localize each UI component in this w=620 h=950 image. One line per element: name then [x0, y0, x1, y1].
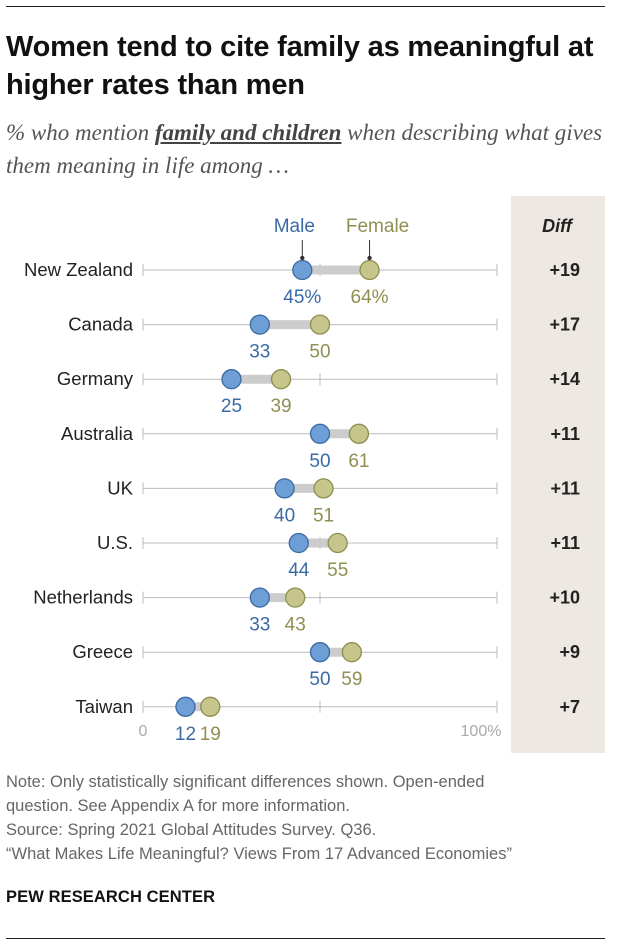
diff-value: +11 — [550, 533, 580, 553]
country-label: New Zealand — [24, 259, 133, 280]
x-tick-label-100: 100% — [461, 723, 502, 740]
diff-value: +9 — [559, 642, 580, 662]
male-dot — [288, 532, 309, 554]
male-dot — [175, 696, 196, 717]
male-value-label: 50 — [309, 451, 330, 472]
female-value-label: 51 — [313, 505, 334, 526]
country-label: Greece — [72, 641, 133, 662]
legend-female-pointer-dot — [367, 255, 372, 261]
country-label: Netherlands — [33, 587, 133, 608]
note-line-1: Note: Only statistically significant dif… — [6, 773, 485, 791]
male-value-label: 33 — [249, 342, 270, 363]
pew-research-center-logo: PEW RESEARCH CENTER — [6, 888, 216, 906]
female-value-label: 64% — [351, 287, 389, 308]
legend-male: Male — [274, 216, 315, 237]
diff-value: +10 — [549, 588, 580, 608]
female-dot — [327, 532, 348, 554]
male-value-label: 33 — [249, 615, 270, 636]
female-dot — [341, 642, 363, 663]
male-dot — [221, 369, 242, 390]
male-dot — [249, 314, 270, 335]
female-value-label: 43 — [285, 615, 306, 636]
male-value-label: 50 — [309, 669, 330, 690]
male-value-label: 44 — [288, 560, 310, 581]
female-dot — [285, 587, 306, 608]
male-value-label: 12 — [175, 724, 196, 745]
diff-column-background — [511, 196, 605, 753]
female-dot — [200, 696, 221, 717]
male-value-label: 25 — [221, 396, 242, 417]
diff-value: +7 — [559, 697, 580, 717]
x-tick-label-0: 0 — [139, 723, 148, 740]
legend-female: Female — [346, 216, 409, 237]
bottom-rule — [6, 938, 605, 939]
country-label: Australia — [61, 423, 134, 444]
female-dot — [359, 259, 380, 281]
country-label: Canada — [68, 314, 134, 335]
female-dot — [348, 423, 370, 444]
female-value-label: 19 — [200, 724, 221, 745]
subtitle-suffix: when describing what gives them meaning … — [6, 120, 603, 178]
notes: Note: Only statistically significant dif… — [6, 770, 611, 866]
dot-plot-chart: Diff 45% 64% New Zealand +19 33 50 Canada +17 25 3… — [24, 216, 580, 745]
diff-value: +14 — [549, 369, 580, 389]
female-value-label: 55 — [327, 560, 348, 581]
male-dot — [309, 642, 331, 663]
country-label: Germany — [57, 368, 134, 389]
male-dot — [292, 259, 313, 281]
diff-header: Diff — [542, 216, 574, 236]
source-line: Source: Spring 2021 Global Attitudes Sur… — [6, 821, 377, 839]
female-value-label: 50 — [309, 342, 330, 363]
female-dot — [309, 314, 331, 335]
female-value-label: 39 — [270, 396, 291, 417]
male-dot — [309, 423, 331, 444]
diff-value: +11 — [550, 424, 580, 444]
subtitle-prefix: % who mention — [6, 120, 155, 145]
male-value-label: 40 — [274, 505, 295, 526]
male-dot — [274, 478, 295, 499]
female-value-label: 59 — [341, 669, 362, 690]
chart-subtitle: % who mention family and children when d… — [6, 116, 611, 182]
diff-value: +19 — [549, 260, 580, 280]
diff-value: +17 — [549, 315, 580, 335]
country-label: Taiwan — [75, 696, 133, 717]
chart-title: Women tend to cite family as meaningful … — [6, 31, 594, 101]
report-title-line: “What Makes Life Meaningful? Views From … — [6, 845, 512, 863]
male-dot — [249, 587, 270, 608]
male-value-label: 45% — [283, 287, 321, 308]
female-dot — [270, 369, 292, 390]
note-line-2: question. See Appendix A for more inform… — [6, 797, 350, 815]
top-rule — [6, 6, 605, 7]
country-label: U.S. — [97, 532, 133, 553]
legend-male-pointer-dot — [300, 255, 305, 261]
subtitle-emphasis: family and children — [154, 120, 342, 145]
diff-value: +11 — [550, 478, 580, 498]
female-dot — [313, 478, 334, 499]
country-label: UK — [107, 477, 133, 498]
female-value-label: 61 — [348, 451, 369, 472]
